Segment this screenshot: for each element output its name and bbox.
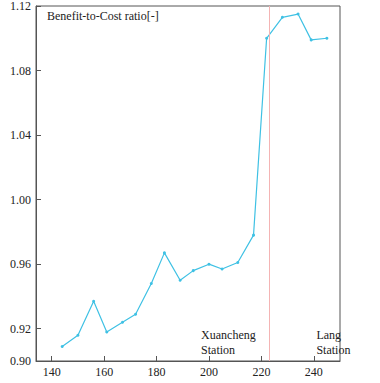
svg-text:Benefit-to-Cost ratio[-]: Benefit-to-Cost ratio[-]: [47, 9, 159, 23]
svg-text:200: 200: [200, 365, 218, 379]
svg-text:0.96: 0.96: [10, 257, 31, 271]
svg-text:Lang: Lang: [316, 328, 341, 342]
svg-text:180: 180: [148, 365, 166, 379]
svg-text:1.08: 1.08: [10, 64, 31, 78]
svg-text:140: 140: [43, 365, 61, 379]
svg-text:0.92: 0.92: [10, 322, 31, 336]
svg-text:240: 240: [305, 365, 323, 379]
svg-text:Station: Station: [316, 343, 350, 357]
svg-text:1.04: 1.04: [10, 128, 31, 142]
svg-text:1.12: 1.12: [10, 0, 31, 13]
svg-text:1.00: 1.00: [10, 193, 31, 207]
svg-text:Xuancheng: Xuancheng: [201, 328, 256, 342]
svg-text:220: 220: [252, 365, 270, 379]
svg-text:0.90: 0.90: [10, 354, 31, 368]
svg-text:160: 160: [95, 365, 113, 379]
svg-text:Station: Station: [201, 343, 235, 357]
